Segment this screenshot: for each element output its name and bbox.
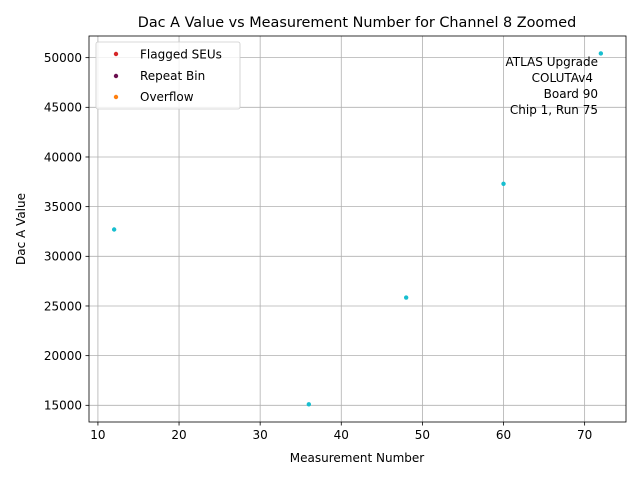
annotation-box: ATLAS Upgrade COLUTAv4 Board 90 Chip 1, … <box>505 55 598 117</box>
data-points <box>111 51 604 407</box>
x-tick-label: 50 <box>415 428 430 442</box>
data-point <box>403 295 409 300</box>
y-tick-label: 45000 <box>44 101 82 115</box>
annotation-line: COLUTAv4 <box>532 71 593 85</box>
annotation-line: ATLAS Upgrade <box>505 55 598 69</box>
legend-box <box>95 41 241 110</box>
x-tick-label: 60 <box>496 428 511 442</box>
y-tick-label: 25000 <box>44 299 82 313</box>
data-point <box>598 51 604 56</box>
legend-label-repeat-bin: Repeat Bin <box>140 69 205 83</box>
x-tick-label: 20 <box>171 428 186 442</box>
y-axis-label: Dac A Value <box>14 193 28 265</box>
y-tick-label: 20000 <box>44 349 82 363</box>
y-tick-label: 50000 <box>44 51 82 65</box>
legend-marker-overflow <box>113 94 119 100</box>
plot-frame <box>88 35 627 423</box>
legend-marker-flagged-seus <box>113 51 119 57</box>
data-point <box>501 181 506 187</box>
chart-title: Dac A Value vs Measurement Number for Ch… <box>138 15 576 31</box>
data-point <box>306 402 312 407</box>
x-tick-label: 30 <box>253 428 268 442</box>
y-tick-label: 35000 <box>44 200 82 214</box>
y-tick-label: 30000 <box>44 250 82 264</box>
y-tick-label: 15000 <box>44 399 82 413</box>
legend-label-flagged-seus: Flagged SEUs <box>140 48 222 62</box>
data-point <box>111 227 117 232</box>
annotation-line: Chip 1, Run 75 <box>510 103 598 117</box>
axis-ticks: 10 20 30 40 50 60 70 15000 20000 25000 30000 35000 4… <box>44 51 592 442</box>
legend-label-overflow: Overflow <box>140 90 194 104</box>
grid-lines <box>89 36 626 422</box>
x-axis-label: Measurement Number <box>290 451 424 465</box>
x-tick-label: 10 <box>90 428 105 442</box>
legend-marker-repeat-bin <box>113 73 119 79</box>
x-tick-label: 70 <box>577 428 592 442</box>
x-tick-label: 40 <box>334 428 349 442</box>
legend: Flagged SEUs Repeat Bin Overflow <box>95 41 241 110</box>
annotation-line: Board 90 <box>544 87 598 101</box>
y-tick-label: 40000 <box>44 150 82 164</box>
